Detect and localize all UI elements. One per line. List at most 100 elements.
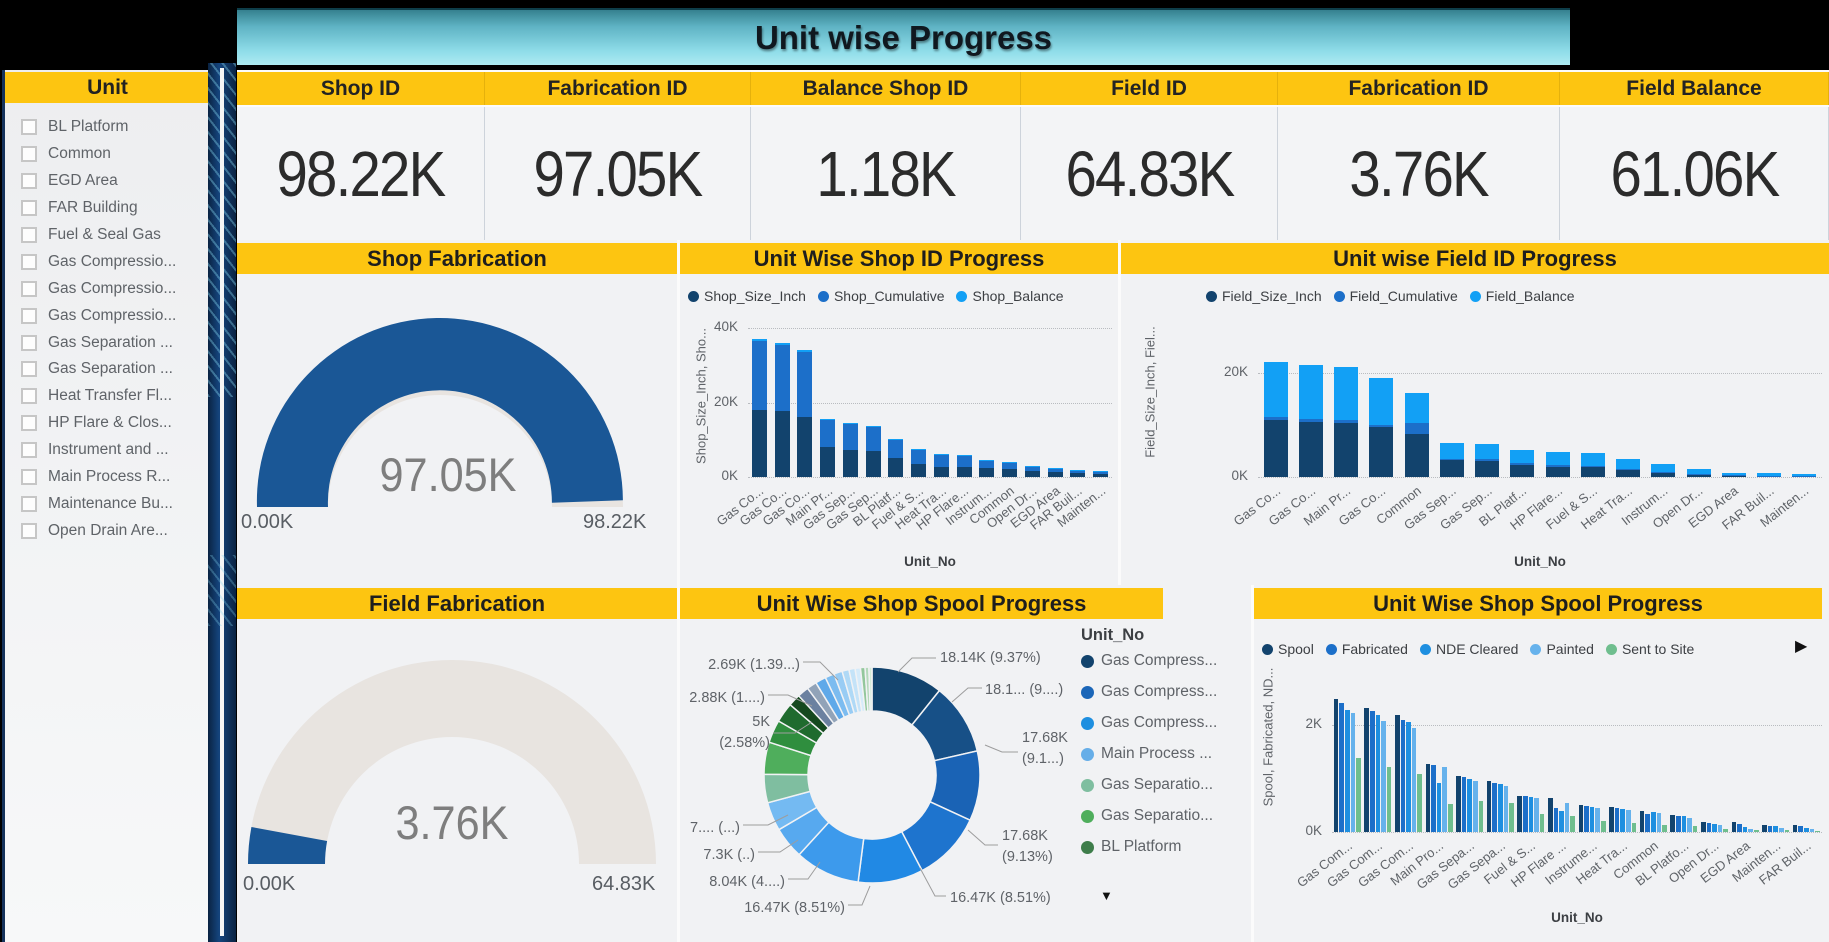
kpi-card-balance-shop-id[interactable]: Balance Shop ID 1.18K [751, 72, 1021, 240]
bar-segment[interactable] [1024, 471, 1040, 477]
checkbox-icon[interactable] [21, 334, 37, 351]
unit-filter-item[interactable]: Gas Compressio... [21, 248, 208, 275]
bar-segment[interactable] [933, 466, 949, 477]
bar-segment[interactable] [1570, 815, 1575, 832]
bar-segment[interactable] [1692, 825, 1698, 832]
bar-segment[interactable] [1676, 815, 1681, 832]
bar-segment[interactable] [1425, 763, 1431, 832]
bar-segment[interactable] [1439, 443, 1464, 459]
bar-segment[interactable] [1553, 808, 1559, 832]
bar-segment[interactable] [911, 449, 927, 464]
bar-segment[interactable] [842, 423, 858, 425]
bar-segment[interactable] [1601, 821, 1606, 832]
kpi-card-fabrication-id[interactable]: Fabrication ID 97.05K [485, 72, 751, 240]
bar-segment[interactable] [1681, 816, 1687, 832]
bar-segment[interactable] [820, 419, 836, 420]
kpi-card-field-balance[interactable]: Field Balance 61.06K [1560, 72, 1829, 240]
bar-segment[interactable] [1411, 727, 1417, 832]
bar-segment[interactable] [1616, 469, 1641, 477]
checkbox-icon[interactable] [21, 119, 37, 136]
bar-segment[interactable] [1381, 720, 1386, 832]
bar-segment[interactable] [933, 454, 949, 467]
checkbox-icon[interactable] [21, 469, 37, 486]
bar-segment[interactable] [797, 352, 813, 417]
unit-filter-item[interactable]: Maintenance Bu... [21, 490, 208, 517]
bar-segment[interactable] [1400, 719, 1406, 832]
bar-segment[interactable] [888, 457, 904, 477]
donut-legend-item[interactable]: Gas Separatio... [1081, 807, 1213, 825]
bar-segment[interactable] [1298, 419, 1323, 422]
checkbox-icon[interactable] [21, 442, 37, 459]
checkbox-icon[interactable] [21, 415, 37, 432]
bar-segment[interactable] [1784, 830, 1790, 832]
bar-segment[interactable] [1754, 829, 1759, 832]
bar-segment[interactable] [1375, 715, 1381, 832]
legend-item[interactable]: Painted [1530, 641, 1594, 657]
bar-segment[interactable] [1580, 453, 1605, 466]
bar-segment[interactable] [1356, 758, 1361, 832]
bar-segment[interactable] [1656, 813, 1662, 832]
bar-segment[interactable] [1626, 810, 1631, 832]
bar-segment[interactable] [1578, 805, 1584, 832]
bar-segment[interactable] [1498, 783, 1503, 832]
bar-segment[interactable] [1509, 802, 1514, 832]
bar-segment[interactable] [1475, 443, 1500, 460]
legend-item[interactable]: Shop_Balance [956, 288, 1064, 304]
bar-segment[interactable] [1767, 825, 1773, 832]
bar-segment[interactable] [1386, 766, 1392, 832]
bar-segment[interactable] [1595, 808, 1600, 832]
bar-segment[interactable] [1517, 795, 1522, 832]
bar-segment[interactable] [1701, 822, 1706, 832]
legend-item[interactable]: Fabricated [1325, 641, 1408, 657]
legend-scroll-down-icon[interactable]: ▼ [1100, 888, 1113, 903]
bar-segment[interactable] [888, 439, 904, 440]
bar-segment[interactable] [1639, 810, 1645, 832]
bar-segment[interactable] [1757, 476, 1782, 477]
bar-segment[interactable] [888, 439, 904, 458]
bar-segment[interactable] [1404, 434, 1429, 477]
bar-segment[interactable] [1545, 452, 1570, 466]
unit-filter-item[interactable]: Gas Separation ... [21, 329, 208, 356]
bar-segment[interactable] [1804, 827, 1809, 832]
checkbox-icon[interactable] [21, 146, 37, 163]
bar-segment[interactable] [956, 455, 972, 467]
bar-segment[interactable] [1815, 830, 1820, 832]
legend-item[interactable]: Sent to Site [1605, 641, 1694, 657]
bar-segment[interactable] [751, 409, 767, 477]
checkbox-icon[interactable] [21, 227, 37, 243]
bar-segment[interactable] [1473, 781, 1478, 832]
donut-legend-item[interactable]: Main Process ... [1081, 745, 1212, 763]
checkbox-icon[interactable] [21, 200, 37, 217]
unit-filter-item[interactable]: HP Flare & Clos... [21, 410, 208, 437]
bar-segment[interactable] [1002, 469, 1018, 477]
bar-segment[interactable] [1523, 796, 1528, 832]
bar-segment[interactable] [1545, 466, 1570, 477]
bar-segment[interactable] [1548, 797, 1553, 832]
bar-segment[interactable] [820, 420, 836, 448]
bar-segment[interactable] [1731, 822, 1737, 832]
bar-segment[interactable] [1631, 822, 1637, 832]
bar-segment[interactable] [1534, 797, 1539, 832]
bar-segment[interactable] [1792, 473, 1817, 477]
donut-legend-item[interactable]: BL Platform [1081, 838, 1181, 856]
bar-segment[interactable] [1333, 699, 1339, 832]
checkbox-icon[interactable] [21, 495, 37, 512]
unit-filter-item[interactable]: Open Drain Are... [21, 517, 208, 544]
bar-segment[interactable] [842, 449, 858, 477]
checkbox-icon[interactable] [21, 307, 37, 324]
bar-segment[interactable] [1439, 460, 1464, 477]
bar-segment[interactable] [865, 427, 881, 451]
bar-segment[interactable] [1350, 713, 1356, 832]
bar-segment[interactable] [1580, 465, 1605, 468]
bar-segment[interactable] [1448, 804, 1453, 832]
donut-legend-item[interactable]: Gas Compress... [1081, 683, 1217, 701]
bar-segment[interactable] [1395, 715, 1400, 832]
bar-segment[interactable] [1510, 463, 1535, 466]
bar-segment[interactable] [1651, 471, 1676, 473]
bar-segment[interactable] [751, 339, 767, 342]
bar-segment[interactable] [1467, 778, 1472, 832]
checkbox-icon[interactable] [21, 280, 37, 297]
checkbox-icon[interactable] [21, 173, 37, 190]
donut-legend-item[interactable]: Gas Separatio... [1081, 776, 1213, 794]
bar-segment[interactable] [979, 460, 995, 469]
